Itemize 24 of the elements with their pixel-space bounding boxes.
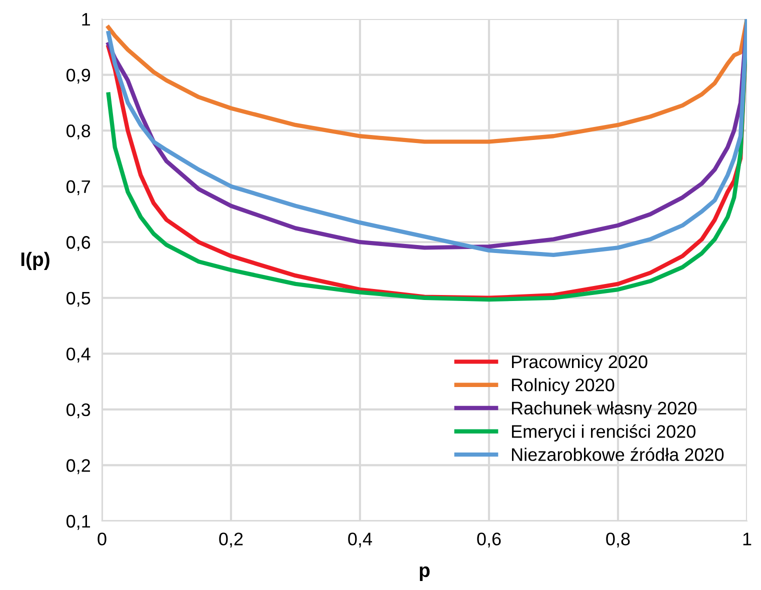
x-tick-label: 0,8 bbox=[606, 532, 630, 548]
x-axis-title: p bbox=[420, 566, 430, 581]
legend-label: Pracownicy 2020 bbox=[512, 354, 648, 372]
y-tick-label: 0,2 bbox=[66, 459, 90, 474]
y-tick-label: 1 bbox=[82, 13, 90, 26]
y-tick-label: 0,6 bbox=[66, 236, 90, 251]
x-tick-label: 1 bbox=[743, 532, 752, 546]
y-tick-label: 0,9 bbox=[66, 68, 90, 84]
legend-label: Emeryci i renciści 2020 bbox=[512, 424, 696, 442]
legend-label: Rachunek własny 2020 bbox=[512, 401, 697, 418]
legend-label: Niezarobkowe źródła 2020 bbox=[512, 448, 724, 462]
y-tick-label: 0,7 bbox=[66, 180, 90, 196]
x-tick-label: 0,6 bbox=[477, 532, 501, 548]
x-tick-label: 0,4 bbox=[348, 532, 372, 548]
y-tick-label: 0,3 bbox=[66, 403, 90, 418]
y-axis-title: I(p) bbox=[21, 252, 50, 270]
legend-label: Rolnicy 2020 bbox=[512, 378, 614, 395]
y-tick-label: 0,4 bbox=[66, 348, 90, 363]
y-tick-label: 0,8 bbox=[66, 124, 90, 140]
y-tick-label: 0,1 bbox=[66, 514, 90, 530]
line-series bbox=[106, 19, 747, 144]
x-tick-label: 0 bbox=[98, 532, 106, 546]
x-tick-label: 0,2 bbox=[219, 532, 243, 548]
y-tick-label: 0,5 bbox=[66, 292, 90, 307]
